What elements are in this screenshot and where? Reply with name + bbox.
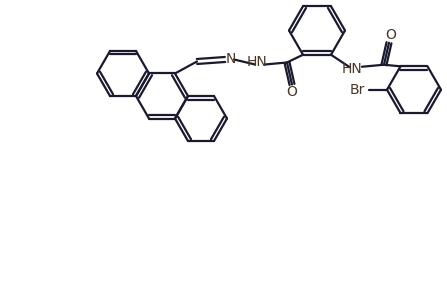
Text: O: O (386, 28, 396, 42)
Text: HN: HN (247, 55, 267, 70)
Text: O: O (287, 85, 297, 99)
Text: Br: Br (349, 83, 365, 97)
Text: N: N (226, 53, 236, 66)
Text: HN: HN (342, 62, 363, 76)
